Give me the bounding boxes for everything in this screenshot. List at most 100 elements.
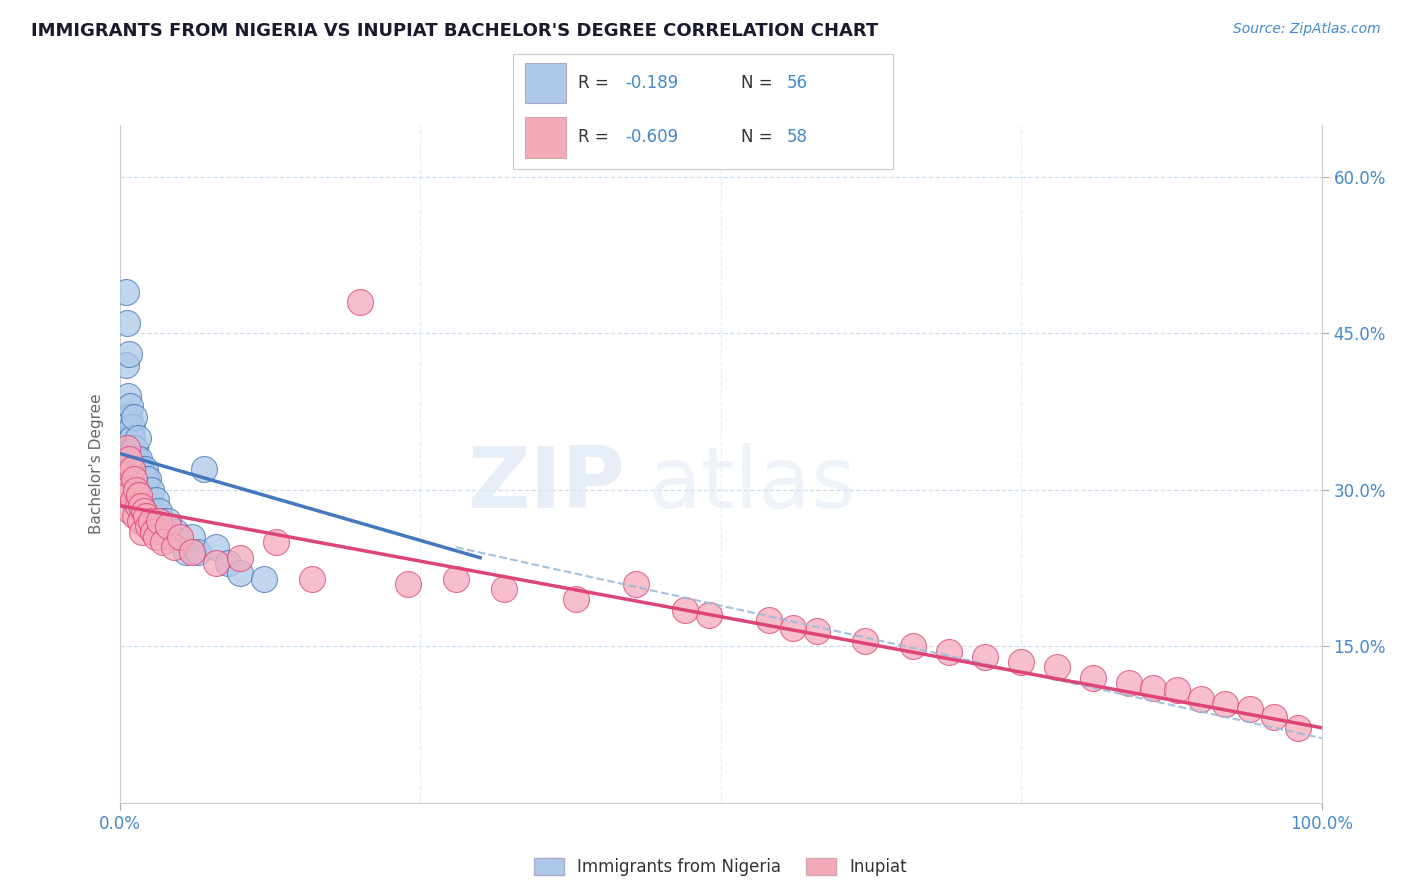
Point bbox=[112, 409, 135, 424]
Text: 58: 58 bbox=[786, 128, 807, 146]
Point bbox=[396, 576, 419, 591]
Point bbox=[117, 389, 139, 403]
Point bbox=[150, 514, 173, 528]
Text: ZIP: ZIP bbox=[467, 442, 624, 525]
Point bbox=[148, 514, 170, 528]
Point bbox=[156, 514, 179, 528]
Point bbox=[121, 493, 143, 508]
Point bbox=[120, 400, 142, 414]
Point bbox=[146, 524, 169, 539]
Point bbox=[253, 572, 276, 586]
Point bbox=[145, 493, 167, 508]
Point bbox=[118, 451, 141, 466]
Point bbox=[1083, 671, 1105, 685]
Point bbox=[169, 535, 191, 549]
Point bbox=[145, 530, 167, 544]
Text: 56: 56 bbox=[786, 74, 807, 92]
Point bbox=[180, 545, 202, 559]
Point bbox=[156, 519, 179, 533]
Point bbox=[112, 467, 135, 482]
Point bbox=[444, 572, 467, 586]
Text: -0.189: -0.189 bbox=[626, 74, 679, 92]
Point bbox=[139, 483, 162, 497]
Point bbox=[142, 524, 165, 539]
Text: N =: N = bbox=[741, 128, 778, 146]
Point bbox=[132, 473, 155, 487]
Point bbox=[132, 504, 155, 518]
Point bbox=[1189, 691, 1212, 706]
Bar bbox=[524, 62, 567, 103]
Point bbox=[121, 451, 143, 466]
Point bbox=[125, 483, 148, 497]
Point bbox=[114, 358, 136, 372]
Point bbox=[122, 409, 145, 424]
Point bbox=[129, 483, 152, 497]
Point bbox=[565, 592, 588, 607]
Point bbox=[853, 634, 876, 648]
Point bbox=[114, 483, 136, 497]
Point bbox=[138, 519, 160, 533]
Point bbox=[162, 541, 184, 555]
Point bbox=[129, 473, 152, 487]
Point bbox=[135, 473, 157, 487]
Text: IMMIGRANTS FROM NIGERIA VS INUPIAT BACHELOR'S DEGREE CORRELATION CHART: IMMIGRANTS FROM NIGERIA VS INUPIAT BACHE… bbox=[31, 22, 879, 40]
Point bbox=[494, 582, 516, 596]
Point bbox=[122, 451, 145, 466]
Text: -0.609: -0.609 bbox=[626, 128, 678, 146]
Point bbox=[112, 425, 135, 440]
Point bbox=[127, 431, 149, 445]
Point bbox=[1142, 681, 1164, 695]
Point bbox=[138, 493, 160, 508]
Point bbox=[806, 624, 828, 638]
Point bbox=[228, 550, 252, 565]
Point bbox=[626, 576, 648, 591]
Point bbox=[169, 530, 191, 544]
Point bbox=[160, 530, 183, 544]
Point bbox=[193, 462, 215, 476]
Point bbox=[120, 504, 142, 518]
Point bbox=[153, 524, 176, 539]
Point bbox=[1215, 697, 1237, 711]
Legend: Immigrants from Nigeria, Inupiat: Immigrants from Nigeria, Inupiat bbox=[527, 851, 914, 882]
Point bbox=[217, 556, 239, 570]
Point bbox=[673, 603, 696, 617]
Point bbox=[187, 545, 209, 559]
Text: Source: ZipAtlas.com: Source: ZipAtlas.com bbox=[1233, 22, 1381, 37]
Point bbox=[148, 504, 170, 518]
Point bbox=[118, 347, 141, 361]
Point bbox=[165, 524, 187, 539]
Point bbox=[121, 441, 143, 455]
Text: R =: R = bbox=[578, 128, 614, 146]
Point bbox=[121, 473, 143, 487]
Point bbox=[138, 473, 160, 487]
Point bbox=[124, 508, 146, 523]
Bar bbox=[524, 117, 567, 158]
Point bbox=[131, 524, 153, 539]
Point bbox=[1166, 683, 1188, 698]
Point bbox=[758, 613, 780, 627]
Point bbox=[129, 514, 152, 528]
Point bbox=[1118, 676, 1140, 690]
Point bbox=[127, 473, 149, 487]
Point bbox=[124, 473, 146, 487]
Point bbox=[1010, 655, 1032, 669]
Point bbox=[174, 545, 197, 559]
Point bbox=[139, 514, 162, 528]
Point bbox=[117, 488, 139, 502]
Point bbox=[128, 483, 150, 497]
Point bbox=[115, 316, 138, 330]
Text: atlas: atlas bbox=[648, 442, 856, 525]
Text: R =: R = bbox=[578, 74, 614, 92]
Point bbox=[264, 535, 287, 549]
Point bbox=[228, 566, 252, 581]
Point bbox=[1263, 710, 1285, 724]
Point bbox=[136, 504, 159, 518]
Point bbox=[697, 608, 720, 623]
Text: N =: N = bbox=[741, 74, 778, 92]
Y-axis label: Bachelor's Degree: Bachelor's Degree bbox=[89, 393, 104, 534]
Point bbox=[974, 649, 997, 664]
Point bbox=[152, 535, 174, 549]
Point bbox=[180, 530, 202, 544]
Point bbox=[128, 488, 150, 502]
Point bbox=[114, 285, 136, 299]
